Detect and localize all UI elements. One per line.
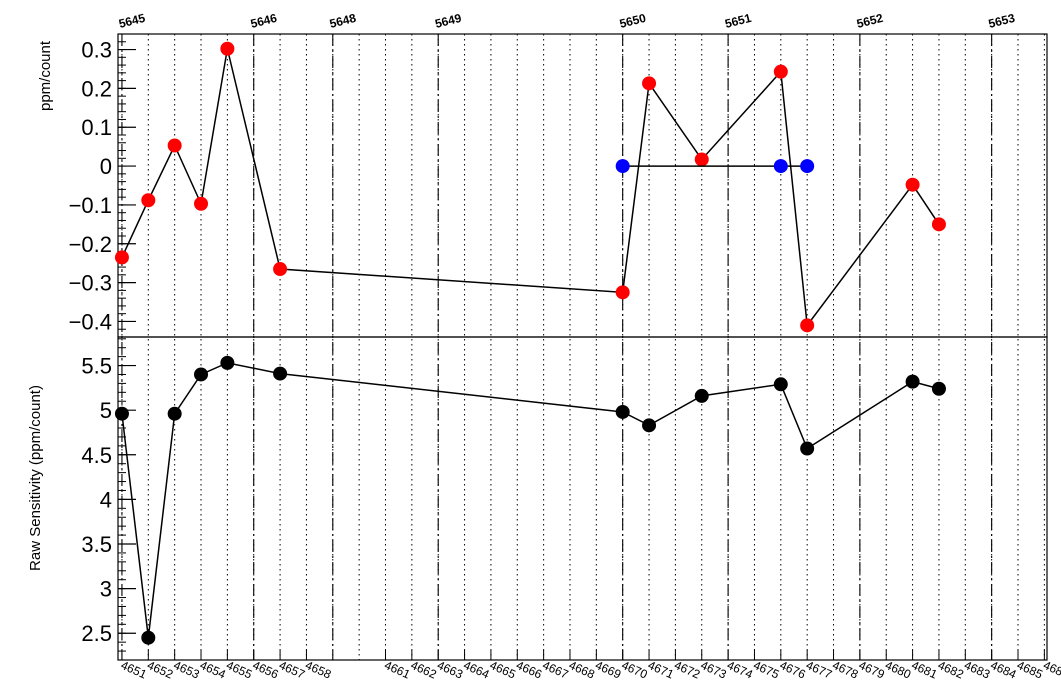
y-tick-label: 2.5 bbox=[81, 621, 112, 646]
top-x-label: 5646 bbox=[249, 11, 279, 31]
top-y-axis-label: ppm/count bbox=[37, 40, 54, 111]
top-x-label: 5650 bbox=[618, 11, 648, 31]
data-point bbox=[905, 177, 920, 192]
data-point bbox=[800, 318, 815, 333]
data-point bbox=[773, 64, 788, 79]
data-point bbox=[273, 262, 288, 277]
data-point bbox=[220, 355, 235, 370]
y-tick-label: 0.3 bbox=[81, 38, 112, 63]
y-tick-label: −0.4 bbox=[69, 309, 112, 334]
x-tick-label: 4658 bbox=[303, 658, 333, 682]
y-tick-label: 0 bbox=[100, 154, 112, 179]
bottom-y-axis-label: Raw Sensitivity (ppm/count) bbox=[27, 385, 44, 571]
data-point bbox=[114, 250, 129, 265]
y-tick-label: 5 bbox=[100, 398, 112, 423]
data-point bbox=[642, 76, 657, 91]
data-series bbox=[114, 41, 946, 645]
y-tick-label: −0.1 bbox=[69, 193, 112, 218]
data-point bbox=[931, 217, 946, 232]
y-tick-label: 4.5 bbox=[81, 443, 112, 468]
y-tick-label: 0.2 bbox=[81, 76, 112, 101]
top-x-label: 5653 bbox=[987, 11, 1017, 31]
y-tick-label: 5.5 bbox=[81, 354, 112, 379]
data-point bbox=[141, 630, 156, 645]
data-point bbox=[114, 406, 129, 421]
data-point bbox=[141, 193, 156, 208]
data-point bbox=[773, 159, 788, 174]
data-point bbox=[800, 159, 815, 174]
series-line bbox=[121, 362, 940, 638]
top-x-label: 5648 bbox=[328, 11, 358, 31]
bottom-panel-frame bbox=[117, 336, 1048, 661]
y-tick-label: −0.3 bbox=[69, 271, 112, 296]
grid-lines bbox=[121, 34, 1045, 660]
data-point bbox=[642, 418, 657, 433]
plot-frames bbox=[117, 33, 1048, 661]
data-point bbox=[194, 367, 209, 382]
data-point bbox=[194, 196, 209, 211]
y-tick-label: 0.1 bbox=[81, 115, 112, 140]
data-point bbox=[773, 377, 788, 392]
data-point bbox=[273, 366, 288, 381]
top-x-label: 5645 bbox=[117, 11, 147, 31]
data-point bbox=[694, 152, 709, 167]
data-point bbox=[167, 406, 182, 421]
data-point bbox=[615, 159, 630, 174]
y-tick-label: 3 bbox=[100, 577, 112, 602]
data-point bbox=[167, 138, 182, 153]
top-x-label: 5649 bbox=[434, 11, 464, 31]
data-point bbox=[931, 381, 946, 396]
axis-labels: ppm/count Raw Sensitivity (ppm/count) bbox=[27, 40, 54, 571]
top-x-label: 5652 bbox=[855, 11, 885, 31]
y-tick-label: −0.2 bbox=[69, 232, 112, 257]
top-x-label: 5651 bbox=[723, 11, 753, 31]
data-point bbox=[615, 285, 630, 300]
y-tick-label: 4 bbox=[100, 487, 112, 512]
data-point bbox=[694, 388, 709, 403]
data-point bbox=[800, 441, 815, 456]
series-line bbox=[121, 48, 940, 328]
data-point bbox=[905, 374, 920, 389]
x-tick-label: 4686 bbox=[1041, 658, 1061, 682]
data-point bbox=[615, 404, 630, 419]
data-point bbox=[220, 41, 235, 56]
y-tick-label: 3.5 bbox=[81, 532, 112, 557]
